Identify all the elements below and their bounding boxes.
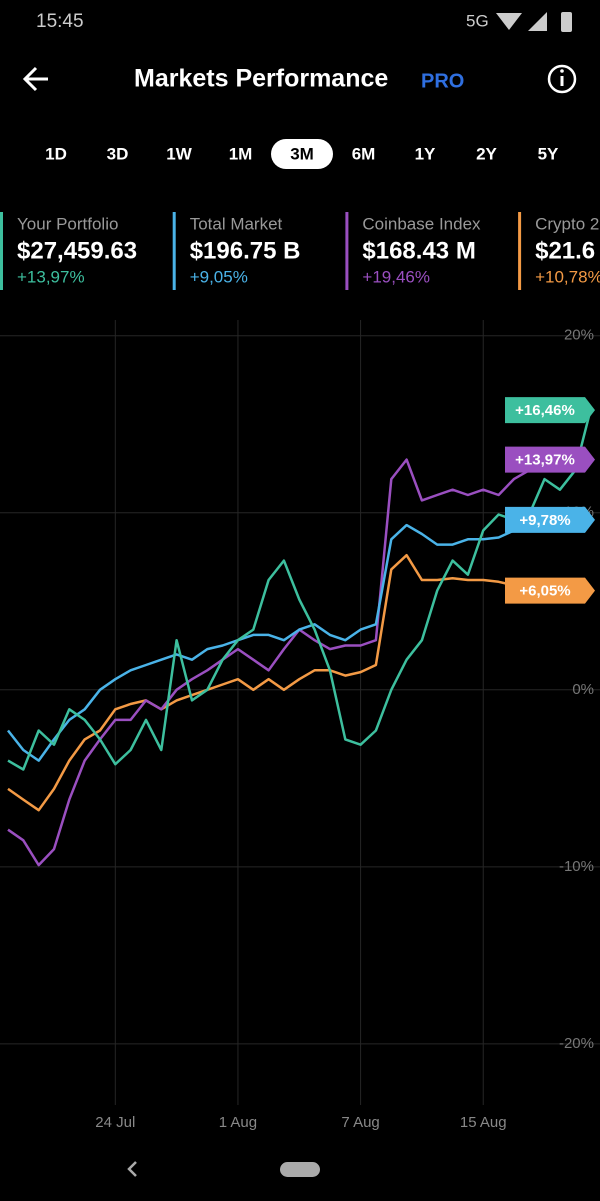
card-change: +9,05% (190, 267, 248, 286)
x-tick-label: 15 Aug (460, 1114, 507, 1131)
card-value: $21.6 (535, 237, 595, 264)
summary-cards: Your Portfolio $27,459.63 +13,97% Total Mar… (0, 212, 600, 290)
battery-icon (561, 12, 572, 32)
card-change: +19,46% (362, 267, 430, 286)
y-tick-label: -10% (559, 858, 594, 875)
info-circle (547, 64, 577, 94)
series-line (7, 553, 591, 812)
x-tick-label: 1 Aug (219, 1114, 257, 1131)
end-label: +9,78% (519, 512, 570, 529)
period-tab[interactable]: 6M (352, 144, 376, 163)
period-tabs: 1D 3D 1W 1M 3M 6M 1Y 2Y 5Y (45, 139, 559, 169)
card-change: +10,78% (535, 267, 600, 286)
card-name: Crypto 2 (535, 214, 599, 233)
card-value: $196.75 B (190, 237, 301, 264)
card-name: Your Portfolio (17, 214, 118, 233)
card-color-bar (172, 212, 176, 290)
card-color-bar (0, 212, 3, 290)
nav-home[interactable] (280, 1162, 320, 1177)
status-time: 15:45 (36, 11, 84, 32)
period-tab[interactable]: 1M (229, 144, 253, 163)
tab-selected-bg (271, 139, 333, 169)
period-tab[interactable]: 1W (166, 144, 192, 163)
period-tab[interactable]: 3D (107, 144, 129, 163)
card-name: Total Market (190, 214, 283, 233)
info-button[interactable] (547, 64, 577, 94)
status-network: 5G (466, 11, 489, 30)
summary-card[interactable]: Your Portfolio $27,459.63 +13,97% (0, 212, 137, 290)
nav-back[interactable] (127, 1161, 137, 1177)
card-change: +13,97% (17, 267, 85, 286)
end-flag (505, 506, 595, 533)
x-tick-label: 24 Jul (95, 1114, 135, 1131)
x-tick-label: 7 Aug (341, 1114, 379, 1131)
y-tick-label: 0% (572, 681, 594, 698)
y-tick-label: -20% (559, 1035, 594, 1052)
card-color-bar (345, 212, 349, 290)
end-flag (505, 446, 595, 473)
period-tab[interactable]: 2Y (476, 144, 497, 163)
period-tab[interactable]: 1D (45, 144, 67, 163)
card-value: $27,459.63 (17, 237, 137, 264)
period-tab[interactable]: 3M (290, 144, 314, 163)
series-line (7, 409, 592, 771)
title: Markets Performance (134, 65, 388, 93)
end-flag (505, 397, 595, 424)
end-label: +16,46% (515, 402, 575, 419)
info-stem (560, 76, 564, 86)
wifi-icon (496, 13, 522, 30)
signal-icon (528, 12, 547, 31)
end-flag (505, 577, 595, 604)
period-tab[interactable]: 5Y (538, 144, 559, 163)
pro-badge: PRO (421, 70, 464, 92)
back-button[interactable] (22, 66, 48, 92)
card-value: $168.43 M (362, 237, 475, 264)
summary-card[interactable]: Total Market $196.75 B +9,05% (172, 212, 301, 290)
info-dot (560, 69, 564, 73)
summary-card[interactable]: Coinbase Index $168.43 M +19,46% (345, 212, 481, 290)
card-color-bar (518, 212, 522, 290)
summary-card[interactable]: Crypto 2 $21.6 +10,78% (518, 212, 600, 290)
end-label: +13,97% (515, 452, 575, 469)
period-tab[interactable]: 1Y (415, 144, 436, 163)
card-name: Coinbase Index (362, 214, 481, 233)
series-line (7, 518, 592, 762)
y-tick-label: 20% (564, 327, 594, 344)
end-label: +6,05% (519, 583, 570, 600)
